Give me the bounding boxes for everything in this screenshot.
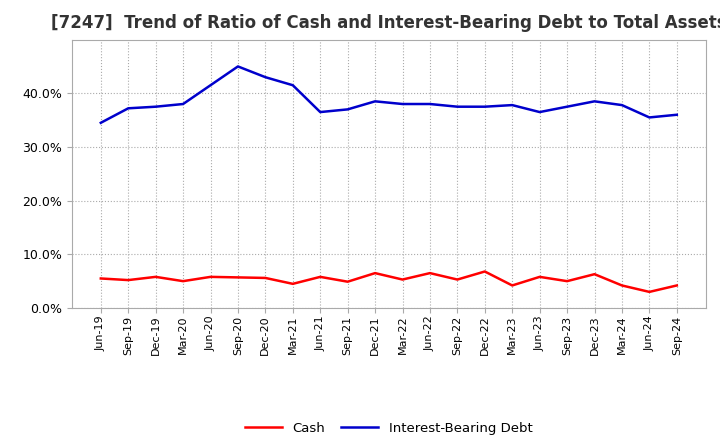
Interest-Bearing Debt bbox=[261, 74, 270, 80]
Interest-Bearing Debt bbox=[426, 101, 434, 106]
Interest-Bearing Debt bbox=[645, 115, 654, 120]
Cash bbox=[233, 275, 242, 280]
Interest-Bearing Debt bbox=[672, 112, 681, 117]
Cash bbox=[343, 279, 352, 284]
Cash bbox=[480, 269, 489, 274]
Interest-Bearing Debt bbox=[151, 104, 160, 109]
Cash bbox=[261, 275, 270, 281]
Cash bbox=[371, 271, 379, 276]
Cash bbox=[645, 289, 654, 294]
Interest-Bearing Debt bbox=[480, 104, 489, 109]
Interest-Bearing Debt bbox=[508, 103, 516, 108]
Interest-Bearing Debt bbox=[289, 83, 297, 88]
Interest-Bearing Debt bbox=[233, 64, 242, 69]
Interest-Bearing Debt bbox=[563, 104, 572, 109]
Interest-Bearing Debt bbox=[206, 83, 215, 88]
Interest-Bearing Debt bbox=[316, 110, 325, 115]
Cash bbox=[536, 274, 544, 279]
Interest-Bearing Debt bbox=[536, 110, 544, 115]
Interest-Bearing Debt bbox=[179, 101, 187, 106]
Interest-Bearing Debt bbox=[124, 106, 132, 111]
Interest-Bearing Debt bbox=[398, 101, 407, 106]
Cash bbox=[563, 279, 572, 284]
Cash bbox=[179, 279, 187, 284]
Line: Interest-Bearing Debt: Interest-Bearing Debt bbox=[101, 66, 677, 123]
Interest-Bearing Debt bbox=[343, 107, 352, 112]
Cash bbox=[508, 283, 516, 288]
Cash bbox=[426, 271, 434, 276]
Cash bbox=[590, 271, 599, 277]
Cash bbox=[289, 281, 297, 286]
Title: [7247]  Trend of Ratio of Cash and Interest-Bearing Debt to Total Assets: [7247] Trend of Ratio of Cash and Intere… bbox=[51, 15, 720, 33]
Line: Cash: Cash bbox=[101, 271, 677, 292]
Cash bbox=[453, 277, 462, 282]
Cash bbox=[124, 278, 132, 283]
Interest-Bearing Debt bbox=[618, 103, 626, 108]
Cash bbox=[618, 283, 626, 288]
Cash bbox=[151, 274, 160, 279]
Cash bbox=[206, 274, 215, 279]
Legend: Cash, Interest-Bearing Debt: Cash, Interest-Bearing Debt bbox=[240, 417, 538, 440]
Interest-Bearing Debt bbox=[590, 99, 599, 104]
Interest-Bearing Debt bbox=[371, 99, 379, 104]
Cash bbox=[96, 276, 105, 281]
Cash bbox=[672, 283, 681, 288]
Interest-Bearing Debt bbox=[96, 120, 105, 125]
Interest-Bearing Debt bbox=[453, 104, 462, 109]
Cash bbox=[398, 277, 407, 282]
Cash bbox=[316, 274, 325, 279]
